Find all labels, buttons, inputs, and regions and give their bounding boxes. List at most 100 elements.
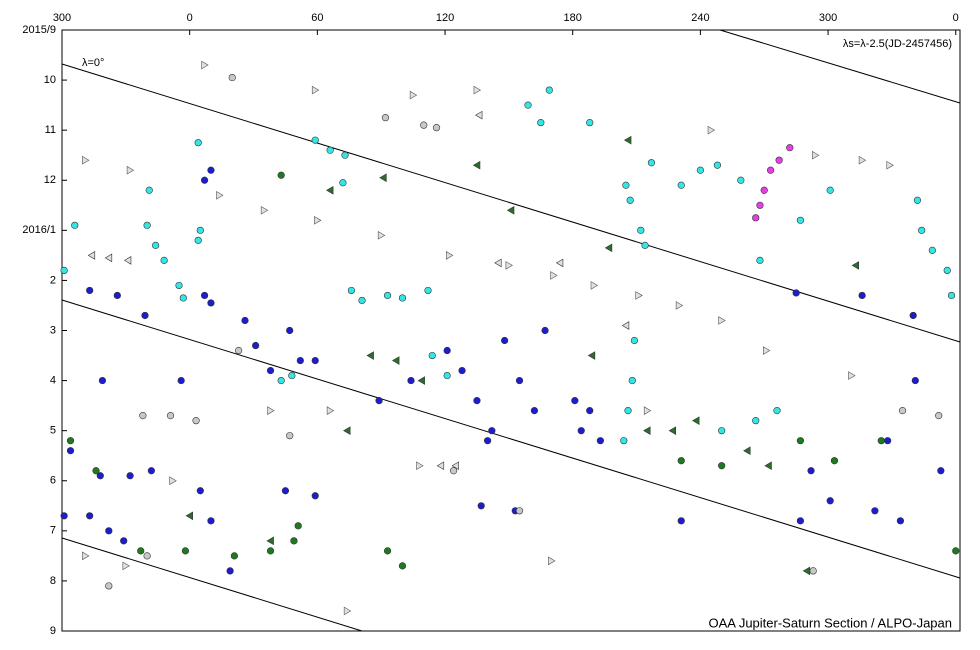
x-tick-label: 0 [953,12,959,24]
data-point [505,261,513,270]
data-point [98,376,107,385]
data-point [366,351,374,360]
data-point [826,186,834,194]
data-point [677,181,685,189]
data-point [756,201,764,209]
data-point [550,271,558,280]
data-point [424,286,432,295]
data-point [326,185,334,195]
data-point [586,407,594,415]
data-point [241,316,249,325]
data-point [909,311,917,320]
y-tick-label: 9 [50,625,56,637]
data-point [66,447,75,455]
data-point [677,457,685,465]
data-point [347,286,356,295]
data-point [935,412,943,420]
data-point [637,226,645,234]
data-point [277,171,285,179]
x-tick-label: 300 [53,12,71,24]
data-point [775,156,783,164]
data-point [416,461,424,471]
data-point [235,346,243,355]
data-point [267,406,275,415]
data-point [266,536,274,546]
data-point [643,406,652,415]
data-point [407,376,415,385]
data-point [677,517,685,525]
data-point [314,215,322,225]
data-point [811,150,820,160]
data-point [143,221,151,229]
data-point [477,502,485,510]
data-point [641,241,649,249]
data-point [409,90,418,100]
data-point [515,376,524,385]
drift-line [61,63,961,343]
data-point [277,376,285,385]
x-tick-label: 300 [819,12,837,24]
data-point [207,299,215,307]
data-point [339,179,347,187]
data-point [752,417,760,425]
x-tick-label: 120 [436,12,454,24]
data-point [147,467,155,475]
annotation: λ=0° [82,57,104,69]
data-point [590,281,599,290]
data-point [621,321,630,330]
data-point [587,351,596,360]
data-point [483,437,492,445]
data-point [506,205,515,215]
data-point [201,60,209,70]
y-tick-label: 6 [50,475,56,487]
data-point [358,296,366,305]
data-point [104,253,113,263]
data-point [501,336,509,345]
annotation: λs=λ-2.5(JD-2457456) [843,38,952,50]
data-point [692,416,700,425]
data-point [635,291,643,300]
data-point [160,256,168,264]
data-point [60,266,68,275]
data-point [737,176,745,184]
y-tick-label: 2 [50,274,56,286]
data-point [577,427,585,435]
data-point [851,261,860,270]
drift-line [61,299,961,579]
data-point [668,426,677,435]
data-point [207,517,215,525]
data-point [604,243,613,253]
data-point [311,136,319,144]
data-point [260,205,269,215]
data-point [943,266,951,275]
data-point [326,406,335,415]
data-point [884,437,892,445]
data-point [143,552,151,560]
x-tick-label: 240 [691,12,709,24]
data-point [537,119,545,127]
data-point [760,186,768,194]
data-point [105,582,113,590]
data-point [445,251,454,260]
data-point [192,417,200,425]
data-point [473,85,482,95]
data-point [451,461,459,471]
data-point [181,547,190,555]
x-tick-label: 180 [564,12,582,24]
data-point [71,221,79,229]
data-point [947,291,956,300]
data-point [177,376,185,385]
data-point [624,407,632,415]
data-point [185,511,193,521]
data-point [137,547,145,555]
y-tick-label: 5 [50,425,56,437]
data-point [555,258,564,268]
data-point [145,186,153,194]
plot-frame [61,29,961,632]
data-point [343,606,352,616]
data-point [896,517,905,525]
data-point [937,467,945,475]
data-point [752,214,760,222]
y-tick-label: 2015/9 [22,24,56,36]
data-point [120,537,128,545]
